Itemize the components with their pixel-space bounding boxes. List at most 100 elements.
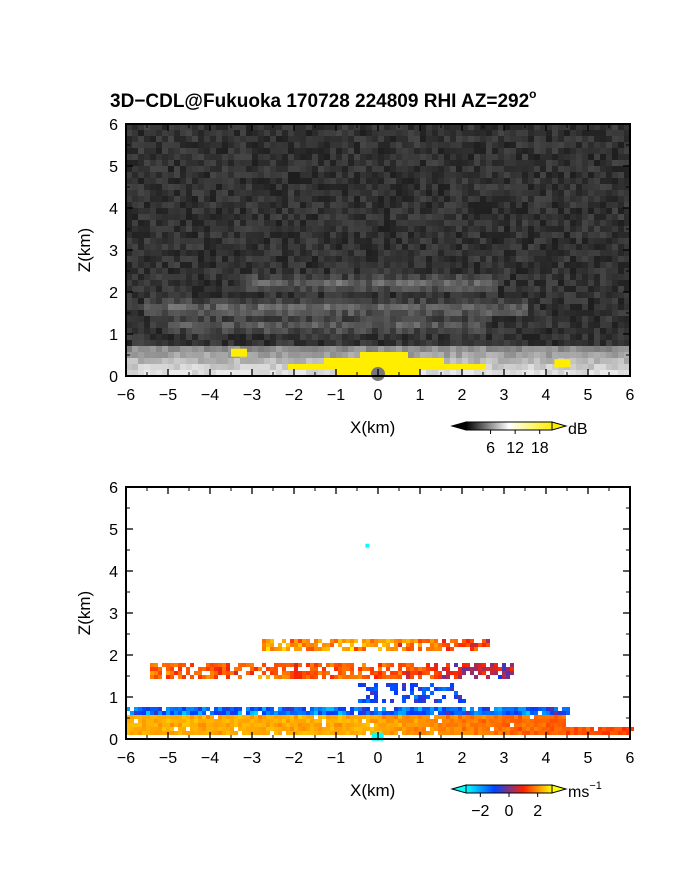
velocity-cell	[406, 663, 410, 667]
reflectivity-cell	[348, 286, 354, 292]
reflectivity-cell	[624, 250, 630, 256]
reflectivity-cell	[204, 208, 210, 214]
reflectivity-cell	[144, 298, 150, 304]
velocity-cell	[278, 647, 282, 651]
reflectivity-cell	[330, 304, 336, 310]
reflectivity-cell	[444, 130, 450, 136]
reflectivity-cell	[480, 166, 486, 172]
reflectivity-cell	[294, 280, 300, 286]
reflectivity-cell	[516, 166, 522, 172]
velocity-cell	[322, 715, 326, 719]
velocity-cell	[390, 639, 394, 643]
reflectivity-cell	[228, 250, 234, 256]
reflectivity-cell	[426, 232, 432, 238]
velocity-cell	[366, 643, 370, 647]
velocity-cell	[326, 719, 330, 723]
reflectivity-cell	[534, 250, 540, 256]
velocity-cell	[142, 715, 146, 719]
reflectivity-cell	[540, 178, 546, 184]
reflectivity-cell	[258, 364, 264, 370]
reflectivity-cell	[540, 334, 546, 340]
reflectivity-cell	[612, 304, 618, 310]
velocity-cell	[366, 687, 370, 691]
reflectivity-cell	[486, 220, 492, 226]
reflectivity-cell	[192, 196, 198, 202]
reflectivity-cell	[156, 190, 162, 196]
reflectivity-cell	[246, 340, 252, 346]
reflectivity-cell	[342, 184, 348, 190]
reflectivity-cell	[180, 154, 186, 160]
reflectivity-cell	[486, 232, 492, 238]
reflectivity-cell	[456, 304, 462, 310]
reflectivity-cell	[156, 328, 162, 334]
reflectivity-cell	[366, 232, 372, 238]
velocity-cell	[394, 675, 398, 679]
reflectivity-cell	[426, 196, 432, 202]
reflectivity-cell	[348, 136, 354, 142]
reflectivity-cell	[252, 340, 258, 346]
reflectivity-cell	[498, 172, 504, 178]
velocity-cell	[306, 731, 310, 735]
reflectivity-cell	[240, 214, 246, 220]
reflectivity-cell	[258, 286, 264, 292]
velocity-cell	[478, 711, 482, 715]
reflectivity-cell	[396, 310, 402, 316]
velocity-cell	[394, 691, 398, 695]
reflectivity-cell	[510, 214, 516, 220]
velocity-cell	[226, 667, 230, 671]
reflectivity-saturated-patch	[554, 359, 571, 368]
reflectivity-cell	[426, 340, 432, 346]
velocity-cell	[434, 715, 438, 719]
reflectivity-cell	[276, 214, 282, 220]
reflectivity-cell	[564, 154, 570, 160]
reflectivity-cell	[216, 226, 222, 232]
velocity-cell	[402, 683, 406, 687]
reflectivity-cell	[318, 154, 324, 160]
reflectivity-cell	[192, 166, 198, 172]
velocity-cell	[282, 671, 286, 675]
velocity-cell	[382, 727, 386, 731]
reflectivity-cell	[204, 154, 210, 160]
velocity-cell	[382, 663, 386, 667]
reflectivity-cell	[420, 262, 426, 268]
reflectivity-cell	[234, 370, 240, 376]
reflectivity-cell	[378, 160, 384, 166]
reflectivity-cell	[450, 364, 456, 370]
reflectivity-cell	[618, 202, 624, 208]
reflectivity-cell	[618, 274, 624, 280]
reflectivity-cell	[144, 364, 150, 370]
reflectivity-cell	[390, 352, 396, 358]
reflectivity-cell	[402, 358, 408, 364]
reflectivity-cell	[384, 202, 390, 208]
velocity-cell	[210, 667, 214, 671]
reflectivity-cell	[594, 310, 600, 316]
reflectivity-cell	[234, 148, 240, 154]
reflectivity-cell	[600, 202, 606, 208]
velocity-cell	[414, 723, 418, 727]
reflectivity-cell	[552, 124, 558, 130]
reflectivity-cell	[270, 316, 276, 322]
velocity-cell	[498, 711, 502, 715]
reflectivity-cell	[372, 328, 378, 334]
reflectivity-cell	[138, 364, 144, 370]
reflectivity-cell	[600, 268, 606, 274]
velocity-cell	[430, 667, 434, 671]
reflectivity-cell	[510, 208, 516, 214]
reflectivity-cell	[366, 214, 372, 220]
velocity-cell	[170, 715, 174, 719]
reflectivity-cell	[588, 232, 594, 238]
velocity-cell	[194, 723, 198, 727]
reflectivity-cell	[474, 190, 480, 196]
velocity-cell	[394, 727, 398, 731]
velocity-cell	[478, 715, 482, 719]
reflectivity-cell	[414, 142, 420, 148]
reflectivity-cell	[378, 256, 384, 262]
reflectivity-cell	[570, 202, 576, 208]
velocity-cell	[474, 675, 478, 679]
reflectivity-cell	[270, 136, 276, 142]
reflectivity-cell	[156, 316, 162, 322]
reflectivity-cell	[486, 262, 492, 268]
reflectivity-cell	[480, 214, 486, 220]
reflectivity-cell	[150, 202, 156, 208]
reflectivity-cell	[138, 256, 144, 262]
